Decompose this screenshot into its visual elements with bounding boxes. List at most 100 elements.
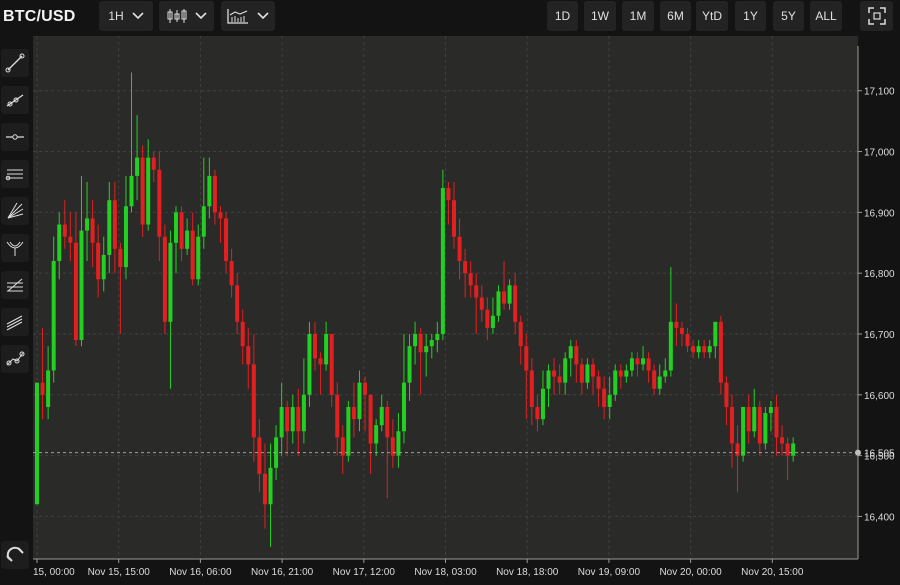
candle-body bbox=[229, 261, 234, 286]
candle bbox=[452, 181, 456, 249]
candle-body bbox=[557, 376, 562, 383]
candle bbox=[696, 340, 701, 359]
range-button-1m[interactable]: 1M bbox=[622, 1, 654, 31]
candle-body bbox=[618, 370, 623, 377]
candle-body bbox=[546, 370, 551, 389]
candle bbox=[513, 273, 518, 334]
candle bbox=[62, 200, 67, 249]
candle bbox=[240, 309, 245, 365]
range-button-all[interactable]: ALL bbox=[810, 1, 842, 31]
candle-body bbox=[641, 358, 646, 365]
indicators-dropdown[interactable] bbox=[221, 1, 275, 31]
candle bbox=[135, 115, 140, 201]
candle-body bbox=[224, 218, 229, 262]
drawing-toolbar bbox=[0, 36, 33, 580]
candle bbox=[741, 406, 746, 462]
horizontal-line-tool[interactable] bbox=[1, 123, 29, 151]
regression-channel-tool[interactable] bbox=[1, 308, 29, 336]
candle bbox=[535, 394, 540, 432]
candle-body bbox=[752, 406, 757, 432]
range-button-1d[interactable]: 1D bbox=[547, 1, 578, 31]
price-chart[interactable]: 17,100 17,000 16,900 16,800 16,700 16,600 16,5… bbox=[33, 36, 900, 580]
chart-canvas[interactable]: 17,100 17,000 16,900 16,800 16,700 16,600 16,5… bbox=[33, 36, 900, 580]
pitchfork-tool[interactable] bbox=[1, 234, 29, 262]
candle bbox=[313, 321, 317, 371]
candle bbox=[502, 261, 507, 310]
horizontal-line-icon bbox=[6, 134, 24, 140]
candle bbox=[785, 437, 790, 480]
candle bbox=[40, 327, 45, 420]
interval-dropdown[interactable]: 1H bbox=[99, 1, 153, 31]
candle bbox=[413, 321, 418, 365]
candle bbox=[340, 425, 345, 474]
candle-body bbox=[324, 333, 329, 365]
candle-body bbox=[162, 236, 167, 322]
range-button-6m[interactable]: 6M bbox=[660, 1, 691, 31]
candle bbox=[424, 333, 429, 377]
candle bbox=[396, 413, 401, 468]
candle-body bbox=[496, 291, 501, 316]
candle-body bbox=[40, 382, 45, 395]
candle bbox=[379, 394, 384, 432]
fib-retracement-tool[interactable] bbox=[1, 271, 29, 299]
candle bbox=[229, 248, 234, 298]
candle-body bbox=[363, 382, 368, 395]
magnet-tool[interactable] bbox=[1, 541, 29, 569]
fullscreen-button[interactable] bbox=[860, 1, 893, 31]
candle-body bbox=[518, 321, 523, 347]
candle bbox=[123, 175, 128, 280]
candle bbox=[73, 212, 78, 347]
candle bbox=[768, 400, 773, 432]
candle bbox=[585, 358, 590, 389]
candle-body bbox=[123, 206, 128, 268]
candle-body bbox=[540, 388, 545, 420]
candle bbox=[329, 333, 334, 407]
range-button-1w[interactable]: 1W bbox=[584, 1, 616, 31]
range-button-ytd[interactable]: YtD bbox=[696, 1, 728, 31]
chart-type-dropdown[interactable] bbox=[159, 1, 214, 31]
candle-body bbox=[96, 242, 101, 280]
candle bbox=[385, 400, 390, 499]
trend-line-tool[interactable] bbox=[1, 49, 29, 77]
candle bbox=[85, 181, 90, 262]
candle bbox=[318, 352, 323, 395]
multi-point-tool[interactable] bbox=[1, 345, 29, 373]
candle bbox=[218, 206, 223, 243]
candle-body bbox=[218, 212, 223, 219]
candle-body bbox=[251, 364, 256, 438]
symbol-label[interactable]: BTC/USD bbox=[3, 8, 76, 25]
candle-body bbox=[607, 394, 612, 407]
candle bbox=[162, 224, 167, 334]
candle-body bbox=[696, 346, 701, 353]
candle bbox=[401, 333, 406, 444]
candle bbox=[713, 321, 718, 359]
candle-body bbox=[552, 370, 557, 377]
candle bbox=[112, 181, 117, 274]
candle-body bbox=[401, 382, 406, 432]
candle-body bbox=[663, 370, 668, 377]
candle-body bbox=[424, 346, 429, 353]
candle-body bbox=[262, 473, 267, 505]
candle bbox=[262, 443, 267, 529]
candle bbox=[296, 388, 301, 456]
candle-body bbox=[240, 321, 245, 347]
candle bbox=[518, 315, 523, 365]
candle-body bbox=[591, 364, 595, 377]
fib-fan-tool[interactable] bbox=[1, 197, 29, 225]
parallel-channel-tool[interactable] bbox=[1, 160, 29, 188]
fullscreen-icon bbox=[867, 7, 886, 25]
x-tick-label: Nov 17, 12:00 bbox=[333, 567, 396, 578]
candle-body bbox=[780, 437, 785, 444]
candle-body bbox=[730, 406, 734, 444]
x-tick-label: Nov 20, 15:00 bbox=[741, 567, 804, 578]
range-button-1y[interactable]: 1Y bbox=[735, 1, 766, 31]
range-button-5y[interactable]: 5Y bbox=[773, 1, 804, 31]
ray-tool[interactable] bbox=[1, 86, 29, 114]
candle bbox=[774, 394, 779, 456]
candle bbox=[718, 315, 723, 395]
candle bbox=[557, 364, 562, 395]
candle bbox=[357, 370, 362, 432]
candle bbox=[235, 273, 240, 334]
pitchfork-icon bbox=[6, 241, 24, 256]
candle-body bbox=[702, 346, 707, 353]
